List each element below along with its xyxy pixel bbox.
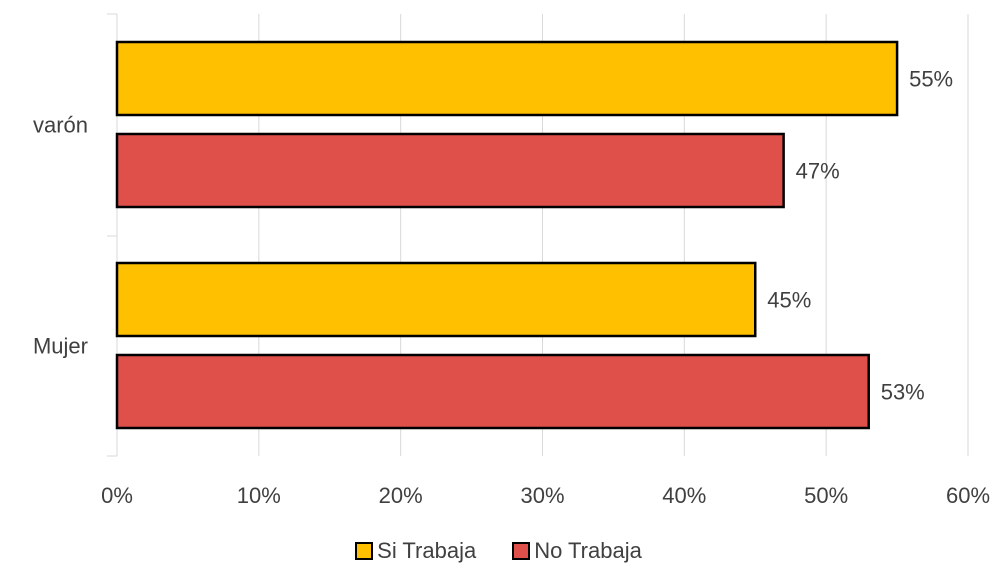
legend: Si Trabaja No Trabaja (0, 538, 997, 564)
category-label: Mujer (33, 334, 88, 359)
x-tick-labels: 0% 10% 20% 30% 40% 50% 60% (101, 483, 990, 508)
legend-swatch-no-trabaja (512, 542, 531, 560)
x-tick-label: 40% (662, 483, 706, 508)
legend-label-si-trabaja: Si Trabaja (377, 538, 477, 563)
x-tick-label: 50% (804, 483, 848, 508)
bar (115, 261, 757, 338)
x-tick-label: 30% (520, 483, 564, 508)
legend-swatch-si-trabaja (355, 542, 374, 560)
legend-item-si-trabaja: Si Trabaja (355, 538, 476, 564)
data-label: 45% (767, 288, 811, 313)
x-tick-label: 0% (101, 483, 133, 508)
legend-label-no-trabaja: No Trabaja (534, 538, 642, 563)
category-label: varón (33, 113, 88, 138)
data-label: 47% (796, 159, 840, 184)
data-label: 55% (909, 67, 953, 92)
x-tick-label: 20% (379, 483, 423, 508)
legend-item-no-trabaja: No Trabaja (512, 538, 642, 564)
bar-chart: 55% 47% 45% 53% 0% 10% 20% 30% 40% 50% 60% varón M… (33, 13, 990, 508)
bars (115, 40, 899, 430)
data-labels: 55% 47% 45% 53% (767, 67, 953, 405)
x-tick-label: 60% (946, 483, 990, 508)
category-labels: varón Mujer (33, 113, 88, 359)
x-tick-label: 10% (237, 483, 281, 508)
category-axis (107, 13, 118, 457)
data-label: 53% (881, 380, 925, 405)
bar (115, 132, 785, 209)
bar (115, 353, 870, 430)
bar (115, 40, 899, 117)
